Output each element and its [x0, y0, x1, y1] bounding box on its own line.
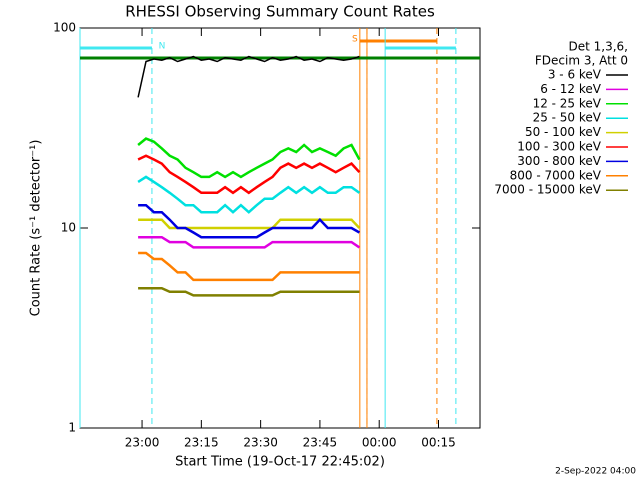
y-tick-label: 1: [68, 421, 76, 435]
x-tick-label: 23:15: [184, 436, 219, 450]
series-line: [138, 203, 361, 239]
y-tick-label: 100: [53, 21, 76, 35]
legend-label: 3 - 6 keV: [548, 68, 602, 82]
legend-header: FDecim 3, Att 0: [535, 54, 628, 68]
y-axis-label: Count Rate (s⁻¹ detector⁻¹): [29, 140, 44, 317]
legend-label: 800 - 7000 keV: [510, 168, 602, 182]
series-line: [137, 154, 361, 195]
legend-label: 100 - 300 keV: [517, 140, 601, 154]
legend-label: 300 - 800 keV: [517, 154, 601, 168]
footer: 2-Sep-2022 04:00: [555, 467, 636, 477]
legend-label: 50 - 100 keV: [525, 125, 602, 139]
x-tick-label: 23:00: [125, 436, 160, 450]
flag-label: S: [352, 35, 358, 45]
x-tick-label: 00:15: [421, 436, 456, 450]
series-line: [137, 175, 361, 214]
y-tick-label: 10: [61, 221, 76, 235]
legend-header: Det 1,3,6,: [569, 40, 629, 54]
series-line: [137, 55, 360, 98]
x-tick-label: 23:45: [303, 436, 338, 450]
series-line: [137, 137, 361, 179]
chart-title: RHESSI Observing Summary Count Rates: [125, 3, 435, 21]
x-axis-label: Start Time (19-Oct-17 22:45:02): [175, 455, 385, 470]
series-line: [138, 218, 361, 230]
legend-label: 7000 - 15000 keV: [494, 183, 601, 197]
x-tick-label: 00:00: [362, 436, 397, 450]
series-line: [138, 251, 360, 282]
flag-label: N: [159, 42, 166, 52]
legend-label: 12 - 25 keV: [533, 96, 602, 110]
x-tick-label: 23:30: [243, 436, 278, 450]
series-line: [138, 286, 360, 297]
legend-label: 25 - 50 keV: [533, 111, 602, 125]
series-line: [138, 235, 361, 249]
legend-label: 6 - 12 keV: [540, 82, 602, 96]
